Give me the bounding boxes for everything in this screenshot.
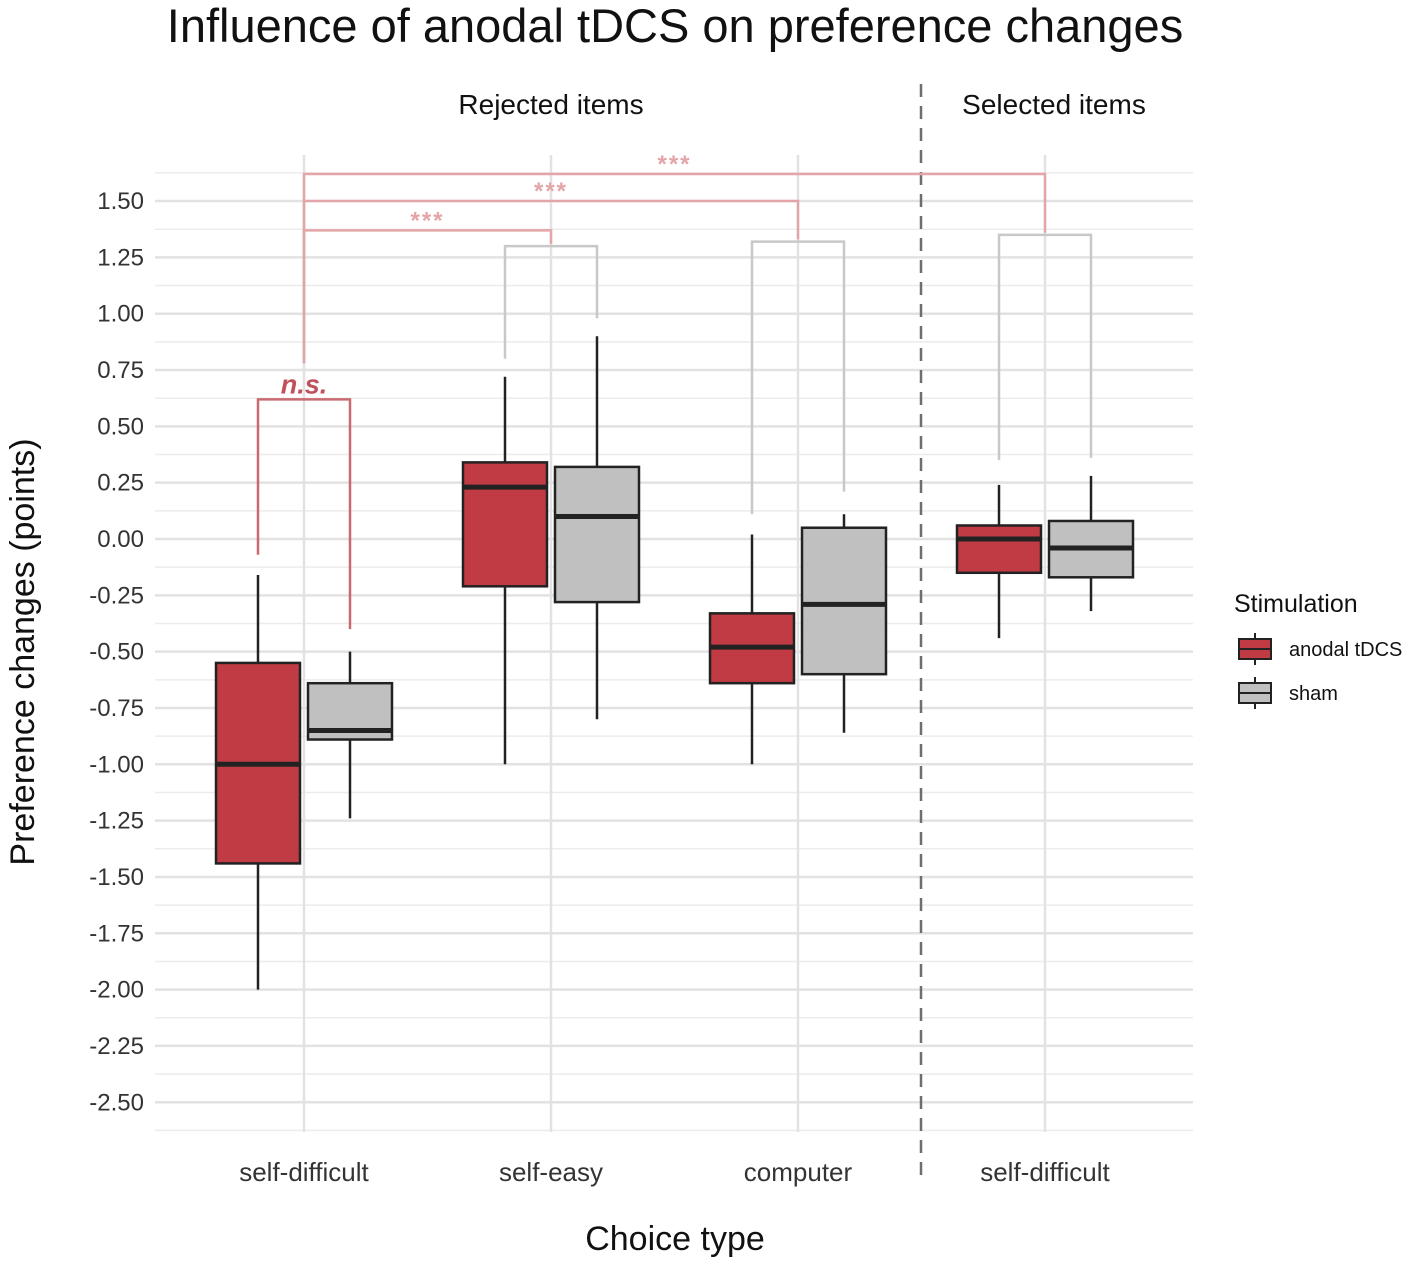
pair-significance-label: n.s.	[281, 369, 328, 399]
y-tick-label: -2.25	[89, 1033, 144, 1060]
y-tick-label: -0.25	[89, 582, 144, 609]
box-sham	[553, 336, 641, 720]
y-tick-label: 1.50	[97, 188, 144, 215]
gridlines	[155, 155, 1193, 1132]
y-tick-label: 0.75	[97, 357, 144, 384]
x-tick-label: computer	[744, 1157, 853, 1187]
pair-bracket	[750, 240, 846, 515]
y-tick-label: -1.50	[89, 864, 144, 891]
comparison-significance-label: ***	[410, 207, 444, 234]
pair-bracket	[256, 398, 352, 630]
section-label: Rejected items	[458, 89, 643, 120]
box-body	[461, 461, 549, 588]
x-axis-title: Choice type	[585, 1220, 765, 1258]
y-tick-label: -1.00	[89, 751, 144, 778]
box-sham	[306, 651, 394, 819]
y-axis-ticks: 1.50 1.25 1.00 0.75 0.50 0.25 0.00 -0.25 -0.50 -0…	[89, 188, 144, 1116]
comparison-significance-label: ***	[534, 178, 568, 205]
comparison-significance-label: ***	[657, 151, 691, 178]
legend-title: Stimulation	[1234, 590, 1358, 618]
box-body	[955, 524, 1043, 575]
legend-item: anodal tDCS	[1238, 633, 1402, 665]
box-sham	[1047, 475, 1135, 612]
x-tick-label: self-difficult	[980, 1157, 1110, 1187]
legend: Stimulation anodal tDCS sham	[1234, 590, 1402, 709]
pair-bracket	[997, 233, 1093, 461]
box-anodal-tdcs	[214, 575, 302, 990]
y-tick-label: 0.50	[97, 413, 144, 440]
y-tick-label: -2.50	[89, 1089, 144, 1116]
x-tick-label: self-easy	[499, 1157, 603, 1187]
section-label: Selected items	[962, 89, 1146, 120]
y-tick-label: 0.25	[97, 470, 144, 497]
facet-sections: Rejected items Selected items	[458, 84, 1146, 1182]
y-axis-title: Preference changes (points)	[4, 438, 42, 865]
box-body	[800, 526, 888, 676]
pair-bracket	[503, 244, 599, 359]
y-tick-label: -2.00	[89, 977, 144, 1004]
x-tick-label: self-difficult	[239, 1157, 369, 1187]
box-sham	[800, 514, 888, 733]
box-anodal-tdcs	[955, 484, 1043, 639]
comparison-bracket	[302, 172, 1047, 364]
y-tick-label: -1.75	[89, 920, 144, 947]
legend-label: sham	[1289, 683, 1338, 705]
y-tick-label: 1.25	[97, 244, 144, 271]
legend-label: anodal tDCS	[1289, 639, 1402, 661]
y-tick-label: -1.25	[89, 808, 144, 835]
x-axis-ticks: self-difficult self-easy computer self-diff…	[239, 1157, 1110, 1187]
y-tick-label: -0.75	[89, 695, 144, 722]
comparison-bracket	[302, 229, 553, 364]
box-body	[553, 465, 641, 604]
chart-title: Influence of anodal tDCS on preference c…	[167, 0, 1183, 52]
comparison-brackets: n.s. *** *** ***	[256, 151, 1093, 630]
box-anodal-tdcs	[708, 534, 796, 765]
y-tick-label: -0.50	[89, 639, 144, 666]
y-tick-label: 1.00	[97, 301, 144, 328]
boxplots	[214, 336, 1135, 990]
legend-item: sham	[1238, 677, 1338, 709]
box-anodal-tdcs	[461, 376, 549, 765]
y-tick-label: 0.00	[97, 526, 144, 553]
